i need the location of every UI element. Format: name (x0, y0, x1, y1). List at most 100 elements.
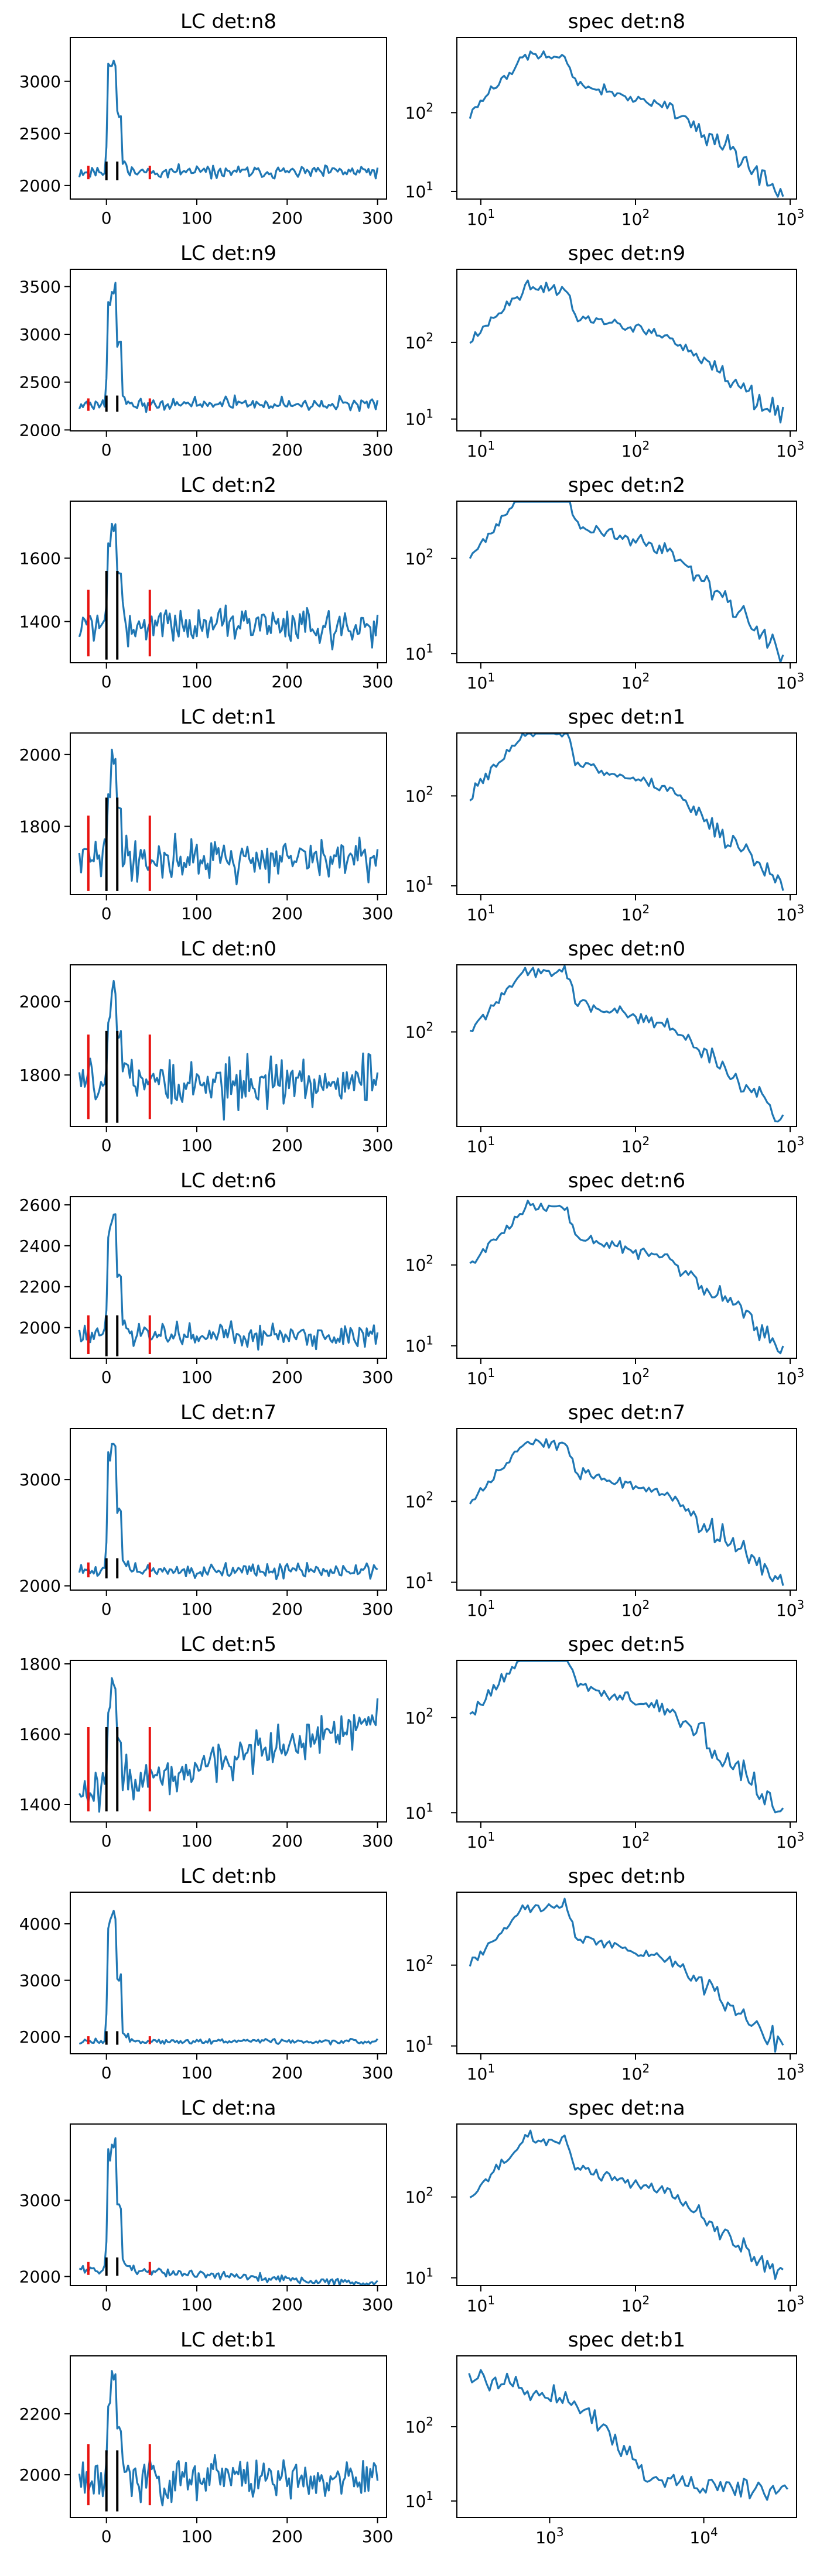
panel-4: spec det:n9 101 102 103 101 102 (405, 242, 805, 461)
plot-frame (456, 1196, 797, 1359)
y-tick-label: 102 (405, 1489, 433, 1512)
panel-title: spec det:nb (568, 1865, 685, 1888)
x-tick-label: 101 (467, 207, 495, 229)
x-tick-label: 100 (181, 440, 212, 460)
y-tick-label: 102 (405, 2414, 433, 2437)
x-tick-label: 101 (467, 670, 495, 693)
x-tick-label: 100 (181, 904, 212, 923)
panel-title: spec det:n9 (568, 242, 685, 265)
x-tick-label: 103 (776, 670, 804, 693)
x-tick-label: 102 (621, 1134, 650, 1156)
panel-15: LC det:n5 0 100 200 300 1400 1600 1800 (19, 1633, 394, 1851)
x-tick-label: 200 (272, 904, 303, 923)
x-tick-label: 0 (101, 1599, 112, 1619)
x-tick-label: 200 (272, 1136, 303, 1155)
y-tick-label: 101 (405, 641, 433, 663)
data-line (78, 522, 379, 650)
plot-frame (456, 37, 797, 200)
panel-title: LC det:n5 (180, 1633, 276, 1656)
panel-title: spec det:n7 (568, 1401, 685, 1424)
panel-title: LC det:n9 (180, 242, 276, 265)
plot-frame (70, 1196, 387, 1359)
x-tick-label: 300 (362, 1599, 393, 1619)
x-tick-label: 101 (467, 1830, 495, 1852)
x-tick-label: 300 (362, 2527, 393, 2546)
panel-title: spec det:na (568, 2097, 685, 2120)
x-tick-label: 0 (101, 904, 112, 923)
x-tick-label: 102 (621, 1598, 650, 1620)
panel-13: LC det:n7 0 100 200 300 2000 3000 (19, 1401, 394, 1619)
data-line (78, 2370, 379, 2506)
y-tick-label: 102 (405, 783, 433, 806)
x-tick-label: 100 (181, 1831, 212, 1851)
x-tick-label: 101 (467, 2061, 495, 2084)
plot-frame (456, 1892, 797, 2054)
y-tick-label: 3000 (19, 72, 61, 91)
plot-frame (70, 2355, 387, 2518)
x-tick-label: 300 (362, 672, 393, 691)
x-tick-label: 200 (272, 1368, 303, 1387)
y-tick-label: 102 (405, 1953, 433, 1975)
panel-7: LC det:n1 0 100 200 300 1800 2000 (19, 705, 394, 923)
plot-frame (70, 732, 387, 895)
y-tick-label: 2000 (19, 1318, 61, 1338)
y-tick-label: 3000 (19, 325, 61, 344)
y-tick-label: 2000 (19, 176, 61, 196)
plot-frame (70, 2123, 387, 2286)
x-tick-label: 100 (181, 2295, 212, 2314)
y-tick-label: 2000 (19, 992, 61, 1012)
x-tick-label: 102 (621, 1830, 650, 1852)
y-tick-label: 2500 (19, 373, 61, 392)
y-tick-label: 101 (405, 407, 433, 429)
panel-5: LC det:n2 0 100 200 300 1400 1600 (19, 474, 394, 691)
y-tick-label: 2000 (19, 2465, 61, 2485)
x-tick-label: 104 (689, 2525, 718, 2547)
x-tick-label: 200 (272, 1831, 303, 1851)
y-tick-label: 101 (405, 1570, 433, 1592)
x-tick-label: 300 (362, 2063, 393, 2082)
y-tick-label: 2400 (19, 1236, 61, 1256)
x-tick-label: 102 (621, 439, 650, 461)
plot-frame (456, 1660, 797, 1823)
plot-frame (456, 964, 797, 1127)
y-tick-label: 3000 (19, 2191, 61, 2210)
x-tick-label: 100 (181, 1599, 212, 1619)
y-tick-label: 101 (405, 2034, 433, 2056)
data-line (469, 1660, 784, 1814)
x-tick-label: 103 (535, 2525, 563, 2547)
x-tick-label: 101 (467, 1366, 495, 1388)
y-tick-label: 1600 (19, 549, 61, 568)
x-tick-label: 103 (776, 2293, 804, 2315)
x-tick-label: 300 (362, 2295, 393, 2314)
x-tick-label: 101 (467, 1598, 495, 1620)
y-tick-label: 1800 (19, 817, 61, 836)
plot-frame (456, 2355, 797, 2518)
data-line (78, 1443, 378, 1581)
x-tick-label: 300 (362, 1136, 393, 1155)
data-line (78, 282, 379, 413)
y-tick-label: 2500 (19, 124, 61, 143)
x-tick-label: 0 (101, 208, 112, 228)
y-tick-label: 102 (405, 546, 433, 568)
x-tick-label: 102 (621, 2061, 650, 2084)
x-tick-label: 100 (181, 1136, 212, 1155)
plot-frame (456, 2123, 797, 2286)
panel-title: spec det:n6 (568, 1169, 685, 1193)
y-tick-label: 101 (405, 2489, 433, 2511)
panel-title: spec det:n8 (568, 10, 685, 33)
panel-9: LC det:n0 0 100 200 300 1800 2000 (19, 937, 394, 1155)
x-tick-label: 102 (621, 1366, 650, 1388)
panel-2: spec det:n8 101 102 103 101 102 (405, 10, 805, 229)
panel-title: spec det:n0 (568, 937, 685, 961)
x-tick-label: 103 (776, 1830, 804, 1852)
x-tick-label: 103 (776, 1366, 804, 1388)
panel-title: spec det:n5 (568, 1633, 685, 1656)
y-tick-label: 3000 (19, 1470, 61, 1489)
y-tick-label: 3000 (19, 1971, 61, 1991)
y-tick-label: 101 (405, 1800, 433, 1823)
panel-18: spec det:nb 101 102 103 101 102 (405, 1865, 805, 2084)
panel-19: LC det:na 0 100 200 300 2000 3000 (19, 2097, 394, 2314)
x-tick-label: 0 (101, 1368, 112, 1387)
x-tick-label: 200 (272, 440, 303, 460)
